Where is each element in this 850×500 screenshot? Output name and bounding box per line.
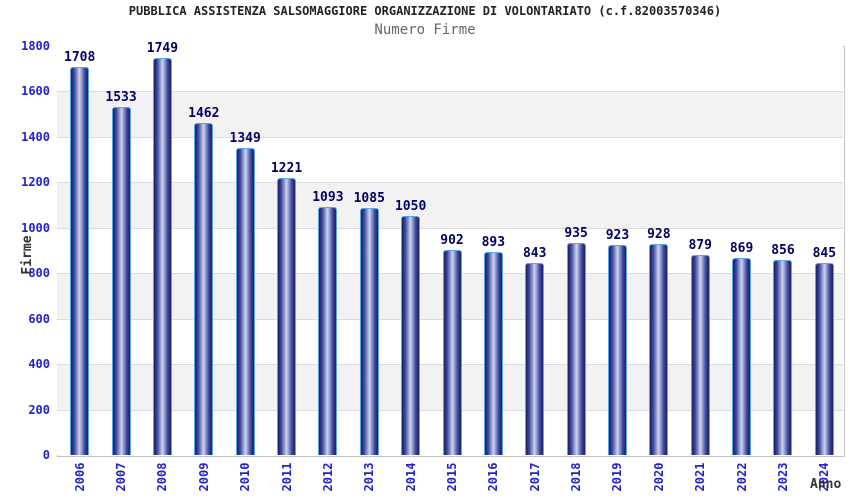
bar-value-label: 845 — [812, 245, 837, 261]
bar-value-label: 1349 — [229, 131, 261, 147]
bar — [442, 250, 462, 455]
bar-value-label: 879 — [688, 238, 712, 254]
plot-band — [57, 91, 843, 137]
bar — [318, 206, 338, 455]
bar-value-label: 856 — [771, 243, 795, 259]
x-tick-label: 2007 — [114, 462, 129, 492]
bar — [773, 260, 793, 455]
x-axis-title: Anno — [810, 477, 842, 492]
y-axis-title: Firme — [20, 235, 35, 275]
x-tick-label: 2012 — [320, 462, 335, 492]
bar-value-label: 1221 — [270, 160, 303, 176]
bar — [649, 244, 669, 455]
y-tick-label: 1200 — [21, 175, 50, 190]
x-tick-label: 2022 — [734, 462, 749, 492]
bar — [525, 263, 545, 455]
bar-value-label: 928 — [647, 227, 671, 243]
gridline — [57, 227, 843, 229]
bar — [277, 177, 297, 455]
x-tick-label: 2013 — [362, 462, 377, 492]
x-tick-label: 2019 — [610, 462, 625, 492]
bar-value-label: 1749 — [146, 40, 179, 56]
plot-band — [57, 46, 843, 92]
x-tick-label: 2023 — [775, 462, 790, 492]
bar-value-label: 893 — [481, 235, 506, 251]
bar — [70, 66, 90, 455]
x-tick-label: 2020 — [651, 462, 666, 492]
y-tick-label: 1800 — [21, 39, 50, 53]
bar — [607, 245, 627, 455]
gridline — [57, 91, 843, 93]
bar — [814, 262, 834, 455]
bar — [235, 148, 255, 455]
bar-value-label: 1050 — [394, 199, 427, 215]
bar — [401, 216, 421, 455]
bar-value-label: 843 — [522, 246, 547, 262]
bar — [359, 208, 379, 455]
bar-value-label: 1462 — [188, 105, 220, 121]
bar — [111, 106, 131, 455]
x-tick-label: 2011 — [279, 462, 294, 492]
gridline — [57, 182, 843, 184]
bar-value-label: 902 — [440, 233, 464, 249]
y-tick-label: 0 — [42, 448, 50, 462]
x-tick-label: 2014 — [403, 462, 418, 492]
bar — [152, 57, 172, 455]
plot-band — [57, 136, 843, 183]
y-tick-label: 1000 — [21, 220, 50, 235]
y-tick-label: 400 — [28, 357, 50, 372]
x-tick-label: 2015 — [445, 462, 459, 492]
bar — [690, 255, 710, 455]
bar — [566, 242, 586, 455]
bar-value-label: 869 — [729, 240, 754, 256]
y-tick-label: 1400 — [21, 129, 50, 144]
plot-band — [57, 182, 843, 228]
x-tick-label: 2009 — [196, 462, 211, 492]
x-tick-label: 2006 — [72, 462, 87, 492]
x-tick-label: 2018 — [569, 462, 584, 492]
y-tick-label: 1600 — [21, 84, 50, 99]
bar-value-label: 1533 — [105, 89, 137, 105]
bar-value-label: 1085 — [353, 191, 385, 207]
bar — [483, 252, 503, 455]
x-tick-label: 2010 — [238, 462, 253, 492]
x-tick-label: 2016 — [486, 462, 501, 492]
x-tick-label: 2008 — [155, 462, 170, 492]
bar-value-label: 923 — [605, 228, 630, 244]
x-tick-label: 2021 — [693, 462, 708, 492]
bar-value-label: 1708 — [64, 49, 96, 65]
y-tick-label: 800 — [28, 266, 50, 281]
bar-value-label: 1093 — [312, 189, 344, 205]
bar — [732, 257, 752, 455]
x-tick-label: 2017 — [527, 462, 542, 492]
chart-title: PUBBLICA ASSISTENZA SALSOMAGGIORE ORGANI… — [128, 4, 722, 18]
bar — [194, 122, 214, 455]
chart-subtitle: Numero Firme — [374, 22, 476, 38]
gridline — [57, 136, 843, 138]
y-tick-label: 600 — [28, 311, 50, 326]
bar-value-label: 935 — [564, 225, 588, 241]
y-tick-label: 200 — [28, 402, 50, 417]
